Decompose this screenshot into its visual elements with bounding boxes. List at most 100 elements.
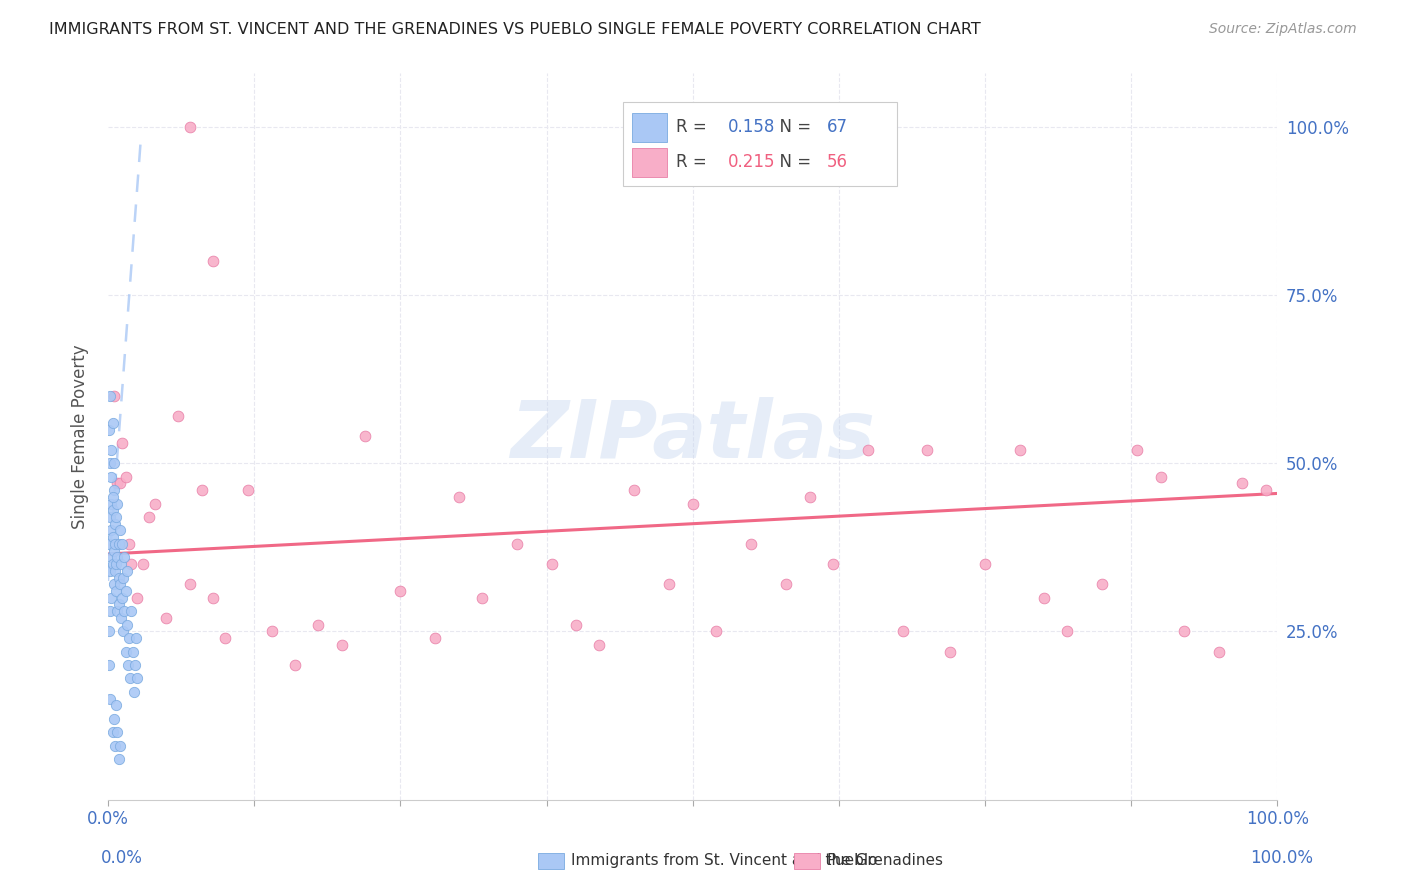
Point — [1032, 591, 1054, 605]
Point — [105, 550, 128, 565]
Point — [238, 483, 260, 497]
Point — [98, 389, 121, 403]
Point — [658, 577, 681, 591]
Point — [117, 657, 139, 672]
Point — [103, 456, 125, 470]
Point — [101, 530, 124, 544]
Point — [202, 591, 225, 605]
Point — [98, 604, 121, 618]
Point — [100, 469, 122, 483]
Point — [425, 631, 447, 645]
Point — [110, 611, 132, 625]
Point — [915, 442, 938, 457]
Point — [775, 577, 797, 591]
Point — [98, 691, 121, 706]
Point — [1232, 476, 1254, 491]
Point — [114, 469, 136, 483]
Text: Source: ZipAtlas.com: Source: ZipAtlas.com — [1209, 22, 1357, 37]
Point — [111, 537, 134, 551]
Text: 0.215: 0.215 — [728, 153, 775, 171]
Text: N =: N = — [769, 119, 815, 136]
Point — [98, 423, 121, 437]
Point — [1173, 624, 1195, 639]
Point — [114, 644, 136, 658]
Point — [104, 537, 127, 551]
Point — [101, 725, 124, 739]
Point — [101, 557, 124, 571]
Point — [105, 725, 128, 739]
Point — [541, 557, 564, 571]
Point — [1126, 442, 1149, 457]
Point — [104, 739, 127, 753]
Point — [112, 550, 135, 565]
Point — [105, 496, 128, 510]
Point — [565, 617, 588, 632]
Point — [103, 483, 125, 497]
Point — [506, 537, 529, 551]
Point — [118, 631, 141, 645]
Point — [115, 617, 138, 632]
Text: 56: 56 — [827, 153, 848, 171]
Point — [124, 657, 146, 672]
Point — [101, 503, 124, 517]
Point — [1091, 577, 1114, 591]
Point — [740, 537, 762, 551]
Point — [155, 611, 177, 625]
Point — [105, 698, 128, 713]
Text: IMMIGRANTS FROM ST. VINCENT AND THE GRENADINES VS PUEBLO SINGLE FEMALE POVERTY C: IMMIGRANTS FROM ST. VINCENT AND THE GREN… — [49, 22, 981, 37]
Point — [98, 624, 121, 639]
Point — [447, 490, 470, 504]
Point — [105, 584, 128, 599]
Point — [682, 496, 704, 510]
Point — [202, 254, 225, 268]
Point — [138, 510, 160, 524]
Point — [100, 442, 122, 457]
Point — [100, 524, 122, 538]
Point — [107, 752, 129, 766]
Point — [111, 591, 134, 605]
Point — [823, 557, 845, 571]
Point — [1149, 469, 1171, 483]
Point — [105, 604, 128, 618]
Point — [120, 604, 142, 618]
Point — [623, 483, 645, 497]
Point — [974, 557, 997, 571]
Text: Pueblo: Pueblo — [827, 854, 879, 868]
Point — [107, 598, 129, 612]
Point — [105, 510, 128, 524]
Point — [103, 543, 125, 558]
Text: 0.158: 0.158 — [728, 119, 775, 136]
Text: ZIPatlas: ZIPatlas — [510, 397, 876, 475]
Point — [121, 644, 143, 658]
Point — [120, 672, 142, 686]
Point — [104, 564, 127, 578]
Point — [127, 591, 149, 605]
Text: 100.0%: 100.0% — [1250, 849, 1313, 867]
Point — [284, 657, 307, 672]
Point — [125, 631, 148, 645]
Point — [98, 537, 121, 551]
Point — [856, 442, 879, 457]
FancyBboxPatch shape — [631, 148, 666, 177]
Text: 67: 67 — [827, 119, 848, 136]
Text: N =: N = — [769, 153, 815, 171]
Point — [122, 685, 145, 699]
Text: R =: R = — [676, 153, 713, 171]
Point — [107, 537, 129, 551]
Point — [179, 577, 201, 591]
Point — [143, 496, 166, 510]
Point — [103, 577, 125, 591]
Point — [354, 429, 377, 443]
Point — [260, 624, 283, 639]
Text: Immigrants from St. Vincent and the Grenadines: Immigrants from St. Vincent and the Gren… — [571, 854, 943, 868]
Point — [1056, 624, 1078, 639]
Point — [98, 657, 121, 672]
Point — [1208, 644, 1230, 658]
Point — [891, 624, 914, 639]
Point — [101, 490, 124, 504]
Point — [108, 577, 131, 591]
Point — [103, 712, 125, 726]
Y-axis label: Single Female Poverty: Single Female Poverty — [72, 344, 89, 529]
Point — [167, 409, 190, 423]
Point — [100, 591, 122, 605]
